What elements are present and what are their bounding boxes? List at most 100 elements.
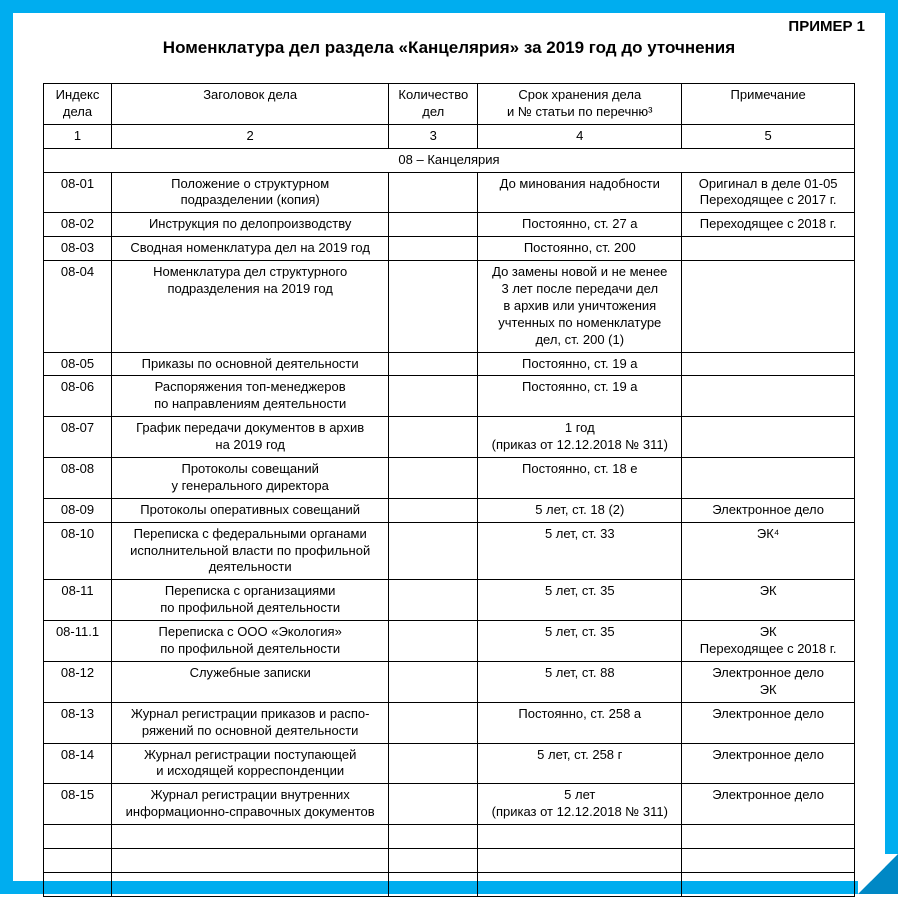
cell-count — [389, 743, 478, 784]
document-frame: ПРИМЕР 1 Номенклатура дел раздела «Канце… — [0, 0, 898, 894]
table-body: 08 – Канцелярия 08-01Положение о структу… — [44, 148, 855, 896]
cell-index: 08-07 — [44, 417, 112, 458]
cell-count — [389, 458, 478, 499]
cell-index: 08-04 — [44, 261, 112, 352]
cell-count — [389, 498, 478, 522]
table-row: 08-09Протоколы оперативных совещаний5 ле… — [44, 498, 855, 522]
cell-retention: Постоянно, ст. 19 а — [478, 376, 682, 417]
cell-title: Журнал регистрации приказов и распо-ряже… — [112, 702, 389, 743]
cell-index: 08-03 — [44, 237, 112, 261]
cell-count — [389, 172, 478, 213]
empty-cell — [112, 848, 389, 872]
cell-retention: 5 лет, ст. 35 — [478, 621, 682, 662]
cell-retention: 5 лет, ст. 18 (2) — [478, 498, 682, 522]
cell-index: 08-09 — [44, 498, 112, 522]
cell-retention: 1 год(приказ от 12.12.2018 № 311) — [478, 417, 682, 458]
cell-title: Сводная номенклатура дел на 2019 год — [112, 237, 389, 261]
cell-index: 08-12 — [44, 661, 112, 702]
cell-title: Инструкция по делопроизводству — [112, 213, 389, 237]
cell-retention: 5 лет(приказ от 12.12.2018 № 311) — [478, 784, 682, 825]
cell-index: 08-08 — [44, 458, 112, 499]
cell-title: Положение о структурномподразделении (ко… — [112, 172, 389, 213]
cell-title: Журнал регистрации внутреннихинформацион… — [112, 784, 389, 825]
cell-title: Протоколы совещанийу генерального директ… — [112, 458, 389, 499]
cell-index: 08-11 — [44, 580, 112, 621]
empty-row — [44, 825, 855, 849]
cell-note: ЭК — [682, 580, 855, 621]
cell-count — [389, 376, 478, 417]
main-title: Номенклатура дел раздела «Канцелярия» за… — [33, 38, 865, 58]
example-label: ПРИМЕР 1 — [33, 18, 865, 35]
table-row: 08-08Протоколы совещанийу генерального д… — [44, 458, 855, 499]
table-row: 08-12Служебные записки5 лет, ст. 88Элект… — [44, 661, 855, 702]
cell-retention: Постоянно, ст. 258 а — [478, 702, 682, 743]
col-number-5: 5 — [682, 124, 855, 148]
empty-cell — [389, 872, 478, 896]
table-row: 08-13Журнал регистрации приказов и распо… — [44, 702, 855, 743]
cell-count — [389, 237, 478, 261]
cell-retention: Постоянно, ст. 200 — [478, 237, 682, 261]
cell-title: Переписка с ООО «Экология»по профильной … — [112, 621, 389, 662]
cell-note: Электронное дело — [682, 743, 855, 784]
header-row-numbers: 1 2 3 4 5 — [44, 124, 855, 148]
cell-note — [682, 261, 855, 352]
cell-index: 08-01 — [44, 172, 112, 213]
cell-note: ЭК⁴ — [682, 522, 855, 580]
empty-cell — [478, 825, 682, 849]
table-row: 08-11.1Переписка с ООО «Экология»по проф… — [44, 621, 855, 662]
corner-fold-icon — [858, 854, 898, 894]
cell-note: Переходящее с 2018 г. — [682, 213, 855, 237]
cell-count — [389, 261, 478, 352]
cell-count — [389, 702, 478, 743]
cell-retention: 5 лет, ст. 258 г — [478, 743, 682, 784]
empty-cell — [682, 848, 855, 872]
col-header-index: Индексдела — [44, 84, 112, 125]
table-row: 08-03Сводная номенклатура дел на 2019 го… — [44, 237, 855, 261]
cell-retention: 5 лет, ст. 33 — [478, 522, 682, 580]
cell-retention: Постоянно, ст. 18 е — [478, 458, 682, 499]
cell-note — [682, 237, 855, 261]
cell-note — [682, 417, 855, 458]
cell-note: ЭКПереходящее с 2018 г. — [682, 621, 855, 662]
table-row: 08-06Распоряжения топ-менеджеровпо напра… — [44, 376, 855, 417]
empty-row — [44, 872, 855, 896]
cell-index: 08-11.1 — [44, 621, 112, 662]
col-header-note: Примечание — [682, 84, 855, 125]
cell-retention: Постоянно, ст. 19 а — [478, 352, 682, 376]
cell-index: 08-05 — [44, 352, 112, 376]
table-row: 08-15Журнал регистрации внутреннихинформ… — [44, 784, 855, 825]
cell-title: Переписка с федеральными органамиисполни… — [112, 522, 389, 580]
cell-title: Журнал регистрации поступающейи исходяще… — [112, 743, 389, 784]
cell-count — [389, 580, 478, 621]
col-header-retention: Срок хранения делаи № статьи по перечню³ — [478, 84, 682, 125]
cell-index: 08-14 — [44, 743, 112, 784]
cell-retention: Постоянно, ст. 27 а — [478, 213, 682, 237]
table-row: 08-04Номенклатура дел структурногоподраз… — [44, 261, 855, 352]
cell-count — [389, 621, 478, 662]
cell-index: 08-06 — [44, 376, 112, 417]
cell-index: 08-02 — [44, 213, 112, 237]
empty-cell — [682, 825, 855, 849]
empty-cell — [112, 872, 389, 896]
header-area: ПРИМЕР 1 Номенклатура дел раздела «Канце… — [13, 13, 885, 68]
table-row: 08-02Инструкция по делопроизводству Посто… — [44, 213, 855, 237]
section-header-cell: 08 – Канцелярия — [44, 148, 855, 172]
empty-cell — [112, 825, 389, 849]
empty-cell — [44, 825, 112, 849]
cell-index: 08-13 — [44, 702, 112, 743]
col-number-3: 3 — [389, 124, 478, 148]
table-row: 08-14Журнал регистрации поступающейи исх… — [44, 743, 855, 784]
table-row: 08-07График передачи документов в архивн… — [44, 417, 855, 458]
col-number-2: 2 — [112, 124, 389, 148]
cell-count — [389, 522, 478, 580]
table-row: 08-01Положение о структурномподразделени… — [44, 172, 855, 213]
empty-cell — [389, 848, 478, 872]
cell-note — [682, 376, 855, 417]
table-row: 08-11Переписка с организациямипо профиль… — [44, 580, 855, 621]
cell-note — [682, 458, 855, 499]
cell-note — [682, 352, 855, 376]
nomenclature-table: Индексдела Заголовок дела Количестводел … — [43, 83, 855, 897]
cell-retention: До минования надобности — [478, 172, 682, 213]
col-header-title: Заголовок дела — [112, 84, 389, 125]
empty-cell — [682, 872, 855, 896]
